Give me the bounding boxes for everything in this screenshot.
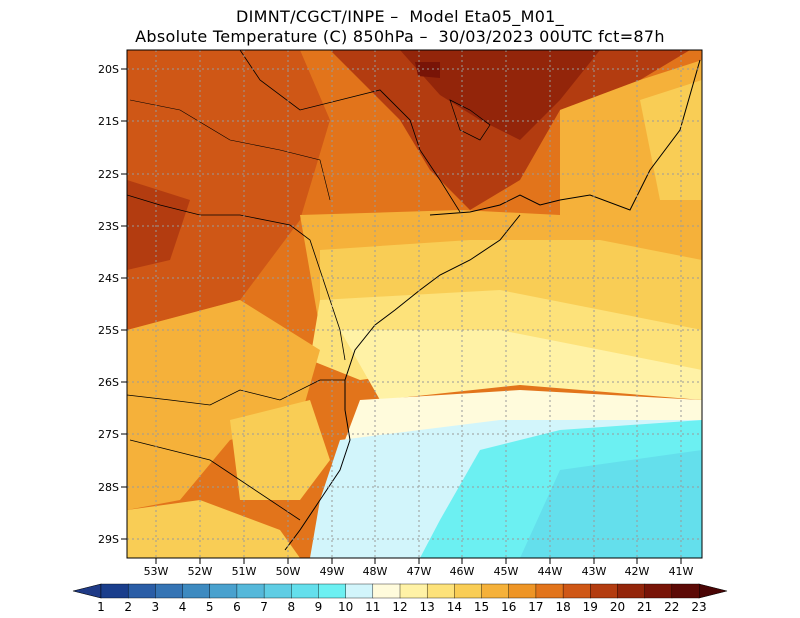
lon-label: 51W <box>232 565 257 578</box>
colorbar-arrow-right <box>698 583 728 599</box>
colorbar-swatch <box>508 583 537 599</box>
lat-label: 22S <box>98 168 119 181</box>
lon-label: 52W <box>188 565 213 578</box>
colorbar-label: 2 <box>124 600 132 614</box>
colorbar-swatch <box>318 583 347 599</box>
lon-label: 42W <box>625 565 650 578</box>
lat-label: 23S <box>98 220 119 233</box>
chart-title-line1: DIMNT/CGCT/INPE – Model Eta05_M01_ <box>236 7 564 26</box>
lon-label: 53W <box>144 565 169 578</box>
lon-label: 49W <box>320 565 345 578</box>
lon-label: 48W <box>363 565 388 578</box>
lon-label: 50W <box>276 565 301 578</box>
state-border-3 <box>129 439 301 521</box>
colorbar-label: 20 <box>610 600 625 614</box>
graticule <box>127 50 702 558</box>
lat-label: 28S <box>98 481 119 494</box>
colorbar-swatch <box>535 583 564 599</box>
colorbar-swatch <box>100 583 129 599</box>
field-west-warm <box>127 50 330 330</box>
lat-label: 20S <box>98 63 119 76</box>
lon-labels: 53W 52W 51W 50W 49W 48W 47W 46W 45W 44W … <box>144 565 694 578</box>
temperature-field <box>127 50 702 558</box>
colorbar-label: 14 <box>447 600 462 614</box>
colorbar-swatch <box>590 583 618 599</box>
map-frame <box>126 49 703 559</box>
state-border-5 <box>129 99 331 201</box>
colorbar-label: 1 <box>97 600 105 614</box>
lat-label: 27S <box>98 428 119 441</box>
state-border-2 <box>127 379 345 406</box>
colorbar-label: 18 <box>555 600 570 614</box>
colorbar-label: 12 <box>392 600 407 614</box>
colorbar-swatch <box>209 583 238 599</box>
colorbar-swatch <box>617 583 646 599</box>
field-north-max <box>415 62 440 78</box>
state-border-1 <box>127 194 346 361</box>
colorbar-swatch <box>263 583 292 599</box>
lon-label: 44W <box>538 565 563 578</box>
lat-label: 25S <box>98 324 119 337</box>
colorbar-label: 7 <box>260 600 268 614</box>
colorbar-label: 19 <box>583 600 598 614</box>
colorbar-swatch <box>127 583 156 599</box>
colorbar-label: 17 <box>528 600 543 614</box>
colorbar-label: 13 <box>420 600 435 614</box>
colorbar-swatch <box>562 583 591 599</box>
colorbar-label: 5 <box>206 600 214 614</box>
state-border-4 <box>239 50 461 213</box>
colorbar-label: 16 <box>501 600 516 614</box>
lon-label: 47W <box>407 565 432 578</box>
colorbar-label: 23 <box>691 600 706 614</box>
coastline-south <box>284 214 521 551</box>
colorbar-swatch <box>454 583 483 599</box>
lat-label: 26S <box>98 376 119 389</box>
field-south-mild <box>340 330 702 400</box>
lon-label: 43W <box>582 565 607 578</box>
colorbar-swatch <box>291 583 319 599</box>
colorbar-swatch <box>644 583 673 599</box>
field-west-hot <box>127 180 190 270</box>
colorbar-arrow-left <box>72 583 102 599</box>
colorbar-swatch <box>236 583 265 599</box>
colorbar-swatch <box>671 583 700 599</box>
coastline-north <box>429 59 701 216</box>
lat-label: 21S <box>98 115 119 128</box>
colorbar-swatch <box>155 583 184 599</box>
field-offshore-colder <box>520 450 702 558</box>
colorbar-label: 3 <box>152 600 160 614</box>
lon-label: 45W <box>494 565 519 578</box>
colorbar-label: 6 <box>233 600 241 614</box>
colorbar-swatch <box>481 583 510 599</box>
colorbar-label: 9 <box>315 600 323 614</box>
colorbar-swatch <box>372 583 401 599</box>
colorbar-label: 8 <box>287 600 295 614</box>
lat-label: 29S <box>98 533 119 546</box>
colorbar-label: 21 <box>637 600 652 614</box>
field-north-hotter <box>400 50 600 140</box>
colorbar-swatch <box>426 583 455 599</box>
reservoir-outline <box>449 99 491 141</box>
field-sw-moderate <box>127 300 320 510</box>
lat-label: 24S <box>98 272 119 285</box>
colorbar: 1 2 3 4 5 6 7 8 9 10 11 12 13 14 15 16 17 18 19 20 21 22 23 <box>72 583 728 614</box>
axis-ticks <box>121 68 682 564</box>
lon-label: 41W <box>669 565 694 578</box>
field-sw-mild <box>230 400 330 500</box>
lat-labels: 20S 21S 22S 23S 24S 25S 26S 27S 28S 29S <box>98 63 119 546</box>
field-ne-mild <box>640 80 702 200</box>
colorbar-label: 10 <box>338 600 353 614</box>
colorbar-swatch <box>345 583 374 599</box>
field-far-south-mild <box>127 500 300 558</box>
colorbar-swatch <box>399 583 428 599</box>
colorbar-label: 22 <box>664 600 679 614</box>
colorbar-swatch <box>182 583 211 599</box>
colorbar-label: 11 <box>365 600 380 614</box>
colorbar-label: 15 <box>474 600 489 614</box>
colorbar-label: 4 <box>179 600 187 614</box>
chart-title-line2: Absolute Temperature (C) 850hPa – 30/03/… <box>135 27 665 46</box>
lon-label: 46W <box>450 565 475 578</box>
